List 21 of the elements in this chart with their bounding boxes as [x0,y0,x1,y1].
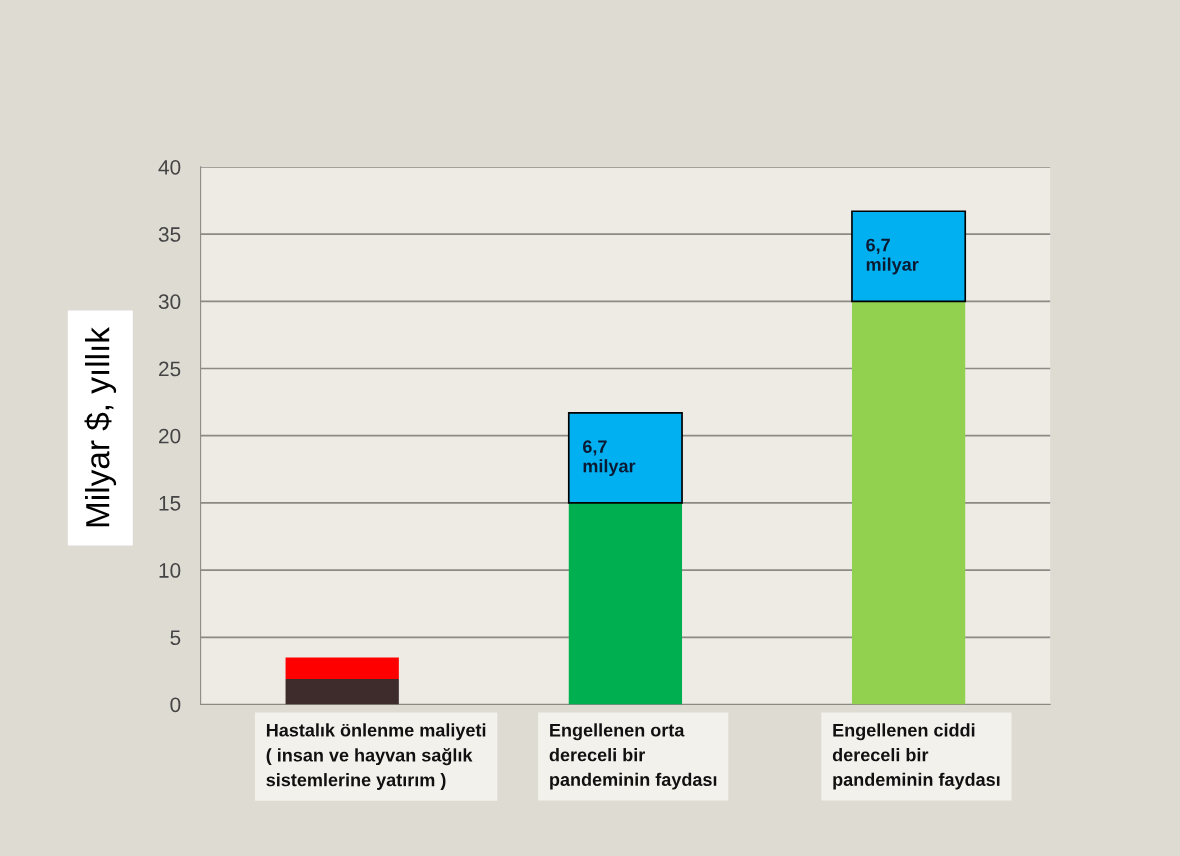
y-tick-label: 5 [170,630,181,646]
data-label: 6,7 milyar [583,440,636,477]
bar [568,502,683,705]
y-tick-label: 35 [158,227,181,242]
x-tick-label: Hastalık önlenme maliyeti ( insan ve hayvan sağlık sistemlerine yatırım ) [266,723,486,790]
y-tick-label: 40 [158,159,181,175]
bar [567,412,683,504]
x-tick-label: Engellenen ciddi dereceli bir pandeminin faydası [832,723,1000,790]
bar [851,210,967,303]
y-tick-label: 20 [159,428,181,444]
data-label: 6,7 milyar [866,238,919,275]
y-tick-label: 10 [159,563,181,578]
bar [851,301,966,705]
y-axis-title: Milyar $, yıllık [84,327,117,527]
y-tick-label: 0 [170,697,181,713]
y-tick-label: 30 [158,294,181,310]
bar [285,657,399,679]
y-tick-label: 25 [159,361,181,377]
bar [285,678,399,705]
y-tick-label: 15 [159,496,181,511]
x-tick-label: Engellenen orta dereceli bir pandeminin faydası [549,723,717,790]
